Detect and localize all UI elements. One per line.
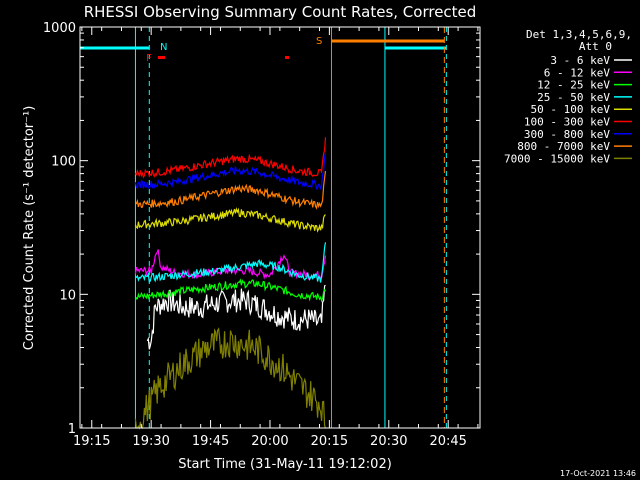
x-tick-label-5: 20:30 [370,434,407,449]
x-tick-label-0: 19:15 [73,434,110,449]
series-line-8 [134,327,327,430]
marker-f: F [146,53,152,64]
series-line-3 [135,242,327,283]
marker-n: N [160,42,167,53]
y-tick-label-3: 1000 [43,21,76,36]
legend-label-7: 800 - 7000 keV [517,140,610,153]
flare-flag-1 [158,56,165,59]
flare-flag-2 [285,56,289,59]
footer-date: 17-Oct-2021 13:46 [560,469,636,478]
legend-label-5: 100 - 300 keV [524,116,610,129]
axes-layer: 1 10 100 1000 19:15 19:30 19:45 20:00 20:15 20:30… [43,21,481,449]
chart-title: RHESSI Observing Summary Count Rates, Co… [84,3,477,21]
legend-label-8: 7000 - 15000 keV [504,152,610,165]
y-tick-label-0: 1 [68,422,76,437]
legend-label-2: 12 - 25 keV [537,79,610,92]
legend-label-3: 25 - 50 keV [537,91,610,104]
series-line-6 [134,152,327,190]
legend-label-6: 300 - 800 keV [524,128,610,141]
legend-header-1: Det 1,3,4,5,6,9, [526,28,632,41]
y-tick-label-2: 100 [51,155,76,170]
legend-label-0: 3 - 6 keV [550,54,610,67]
y-tick-label-1: 10 [59,288,76,303]
x-axis-label: Start Time (31-May-11 19:12:02) [178,457,392,472]
x-tick-label-3: 20:00 [251,434,288,449]
legend-header-2: Att 0 [579,40,612,53]
x-tick-label-1: 19:30 [132,434,169,449]
series-layer [134,137,327,430]
legend-label-1: 6 - 12 keV [544,66,611,79]
x-tick-label-2: 19:45 [192,434,229,449]
y-axis-label: Corrected Count Rate (s⁻¹ detector⁻¹) [22,106,37,351]
series-line-7 [135,171,327,210]
series-line-2 [134,278,327,303]
series-line-0 [146,284,326,350]
legend-label-4: 50 - 100 keV [531,103,611,116]
series-line-5 [134,137,327,179]
x-tick-label-6: 20:45 [429,434,466,449]
series-line-4 [134,206,326,233]
marker-s: S [316,36,322,47]
x-tick-label-4: 20:15 [311,434,348,449]
